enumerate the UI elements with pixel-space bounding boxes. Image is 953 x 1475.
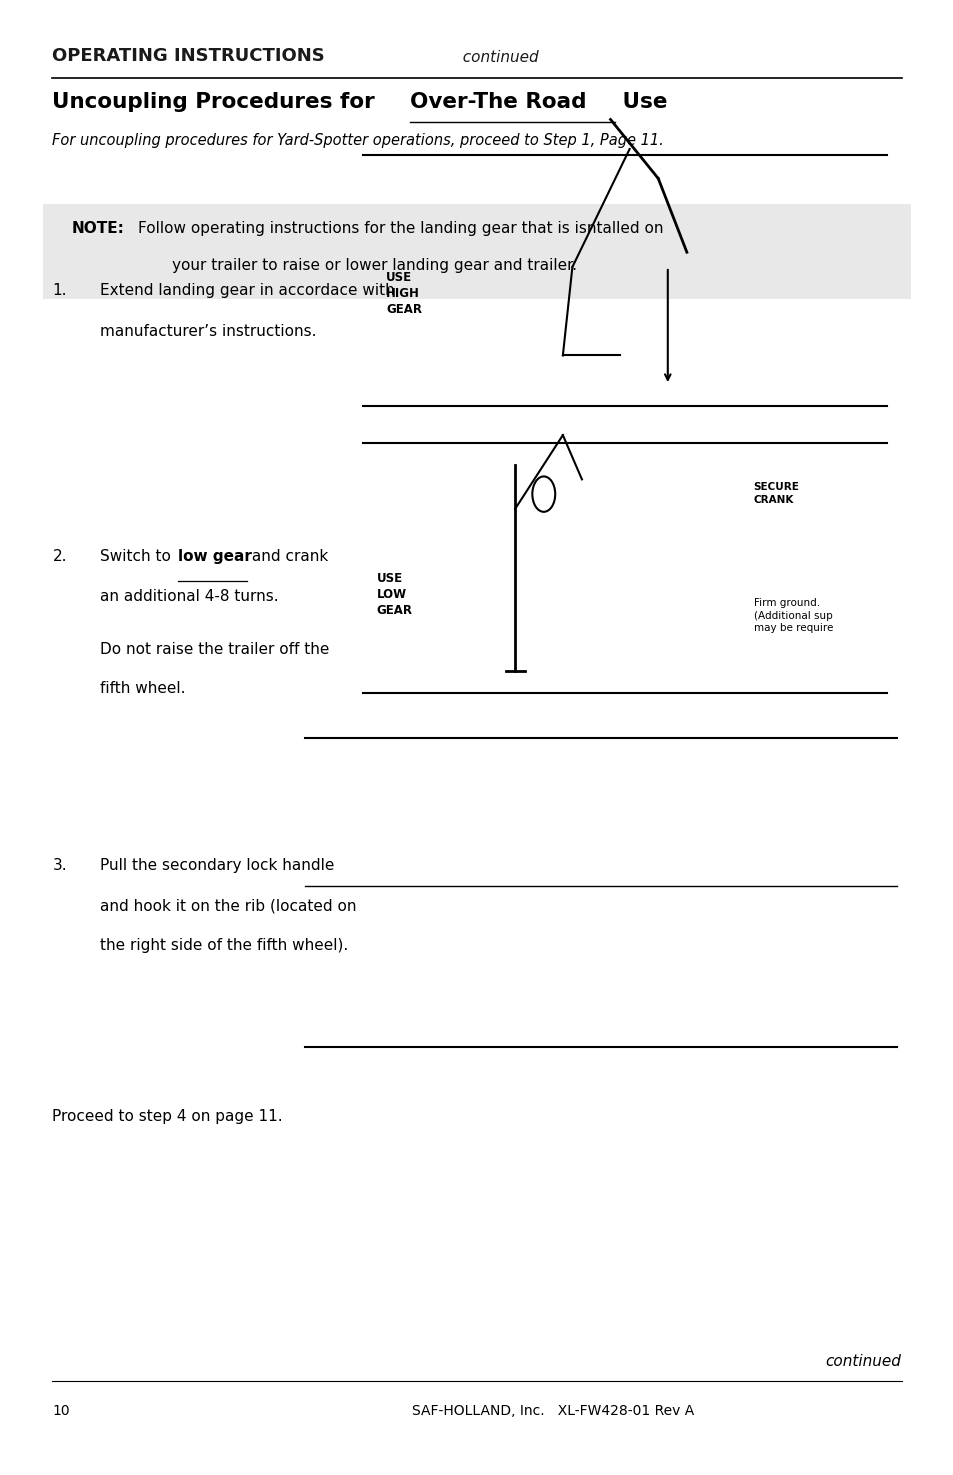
Text: Do not raise the trailer off the: Do not raise the trailer off the [100, 642, 329, 656]
Text: USE
HIGH
GEAR: USE HIGH GEAR [386, 271, 422, 316]
Text: 3.: 3. [52, 858, 67, 873]
Text: For uncoupling procedures for Yard-Spotter operations, proceed to Step 1, Page 1: For uncoupling procedures for Yard-Spott… [52, 133, 663, 148]
Text: 2.: 2. [52, 549, 67, 563]
Text: manufacturer’s instructions.: manufacturer’s instructions. [100, 324, 316, 339]
Text: Use: Use [615, 91, 667, 112]
Text: your trailer to raise or lower landing gear and trailer.: your trailer to raise or lower landing g… [172, 258, 577, 273]
Text: Proceed to step 4 on page 11.: Proceed to step 4 on page 11. [52, 1109, 283, 1124]
Text: the right side of the fifth wheel).: the right side of the fifth wheel). [100, 938, 348, 953]
FancyBboxPatch shape [43, 204, 910, 299]
Text: NOTE:: NOTE: [71, 221, 124, 236]
Text: Extend landing gear in accordace with: Extend landing gear in accordace with [100, 283, 395, 298]
Text: SECURE
CRANK: SECURE CRANK [753, 482, 799, 504]
Text: USE
LOW
GEAR: USE LOW GEAR [376, 572, 413, 617]
Text: 10: 10 [52, 1404, 70, 1417]
Text: Over-The Road: Over-The Road [410, 91, 586, 112]
Text: continued: continued [453, 50, 538, 65]
Text: low gear: low gear [178, 549, 252, 563]
Text: Switch to: Switch to [100, 549, 175, 563]
Text: continued: continued [824, 1354, 901, 1369]
Text: and hook it on the rib (located on: and hook it on the rib (located on [100, 898, 356, 913]
Text: fifth wheel.: fifth wheel. [100, 681, 186, 696]
Text: Follow operating instructions for the landing gear that is isntalled on: Follow operating instructions for the la… [138, 221, 663, 236]
Text: Pull the secondary lock handle: Pull the secondary lock handle [100, 858, 335, 873]
Text: 1.: 1. [52, 283, 67, 298]
Text: Uncoupling Procedures for: Uncoupling Procedures for [52, 91, 382, 112]
Text: OPERATING INSTRUCTIONS: OPERATING INSTRUCTIONS [52, 47, 325, 65]
Text: an additional 4-8 turns.: an additional 4-8 turns. [100, 589, 278, 603]
Text: and crank: and crank [247, 549, 328, 563]
Text: Firm ground.
(Additional sup
may be require: Firm ground. (Additional sup may be requ… [753, 599, 832, 633]
Text: SAF-HOLLAND, Inc.   XL-FW428-01 Rev A: SAF-HOLLAND, Inc. XL-FW428-01 Rev A [412, 1404, 694, 1417]
